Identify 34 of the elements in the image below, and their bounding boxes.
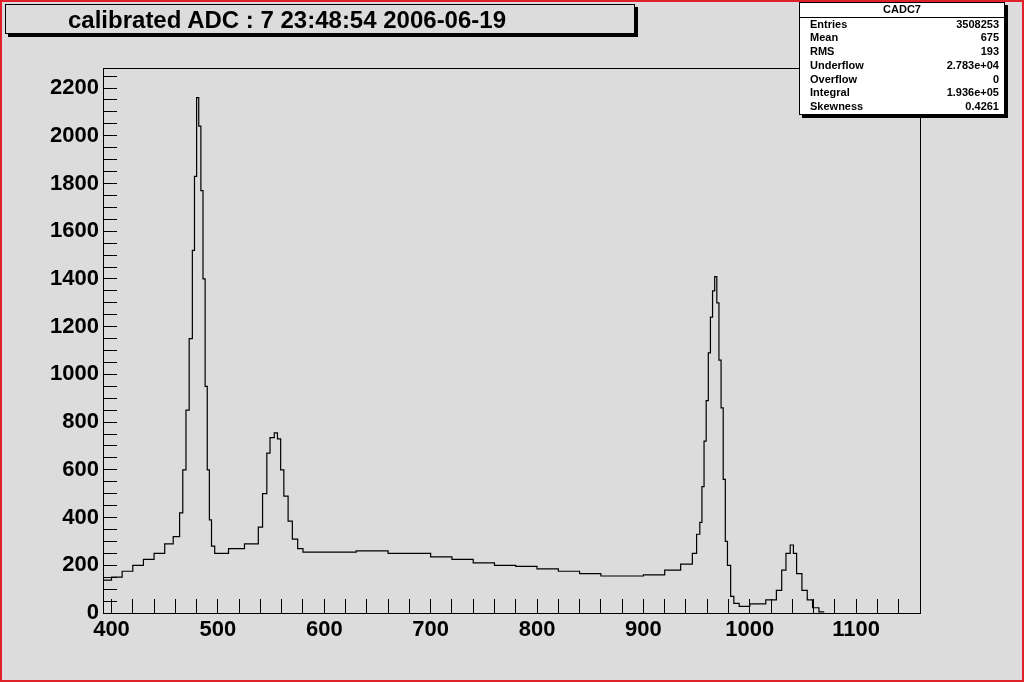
y-tick-label: 200: [62, 551, 99, 577]
text: 193: [980, 45, 999, 59]
text: Mean: [810, 31, 839, 46]
y-tick-label: 1000: [50, 360, 99, 386]
text: Entries: [810, 17, 848, 32]
y-tick-label: 400: [62, 503, 99, 529]
y-tick-label: 1400: [50, 265, 99, 290]
x-tick-label: 1100: [832, 616, 881, 642]
chart-title: calibrated ADC : 7 23:48:54 2006-06-19: [5, 4, 635, 34]
y-tick-label: 2200: [50, 74, 99, 100]
y-tick-label: 1600: [50, 217, 99, 243]
y-tick-label: 800: [62, 408, 99, 434]
annotation: Integral: [810, 86, 850, 100]
x-tick-label: 1000: [725, 616, 775, 642]
text: 675: [980, 31, 999, 46]
x-tick-label: 900: [625, 616, 662, 642]
text: 1.936e+05: [946, 86, 999, 100]
text: RMS: [810, 45, 835, 59]
y-tick-label: 600: [62, 455, 99, 481]
y-tick-label: 1800: [50, 169, 99, 195]
annotation: Overflow: [810, 72, 858, 87]
x-tick-label: 500: [199, 616, 237, 642]
y-tick-label: 2000: [50, 121, 99, 147]
annotation: Underflow: [810, 58, 864, 73]
text: 0: [992, 72, 999, 87]
text: CADC7: [800, 3, 1004, 18]
x-tick-label: 700: [412, 616, 450, 642]
text: 3508253: [956, 17, 999, 32]
annotation: Skewness: [810, 99, 864, 114]
text: 2.783e+04: [946, 58, 999, 73]
x-tick-label: 800: [518, 616, 556, 642]
y-tick-label: 1200: [50, 312, 99, 338]
text: 0.4261: [965, 99, 999, 114]
x-tick-label: 600: [305, 616, 343, 642]
